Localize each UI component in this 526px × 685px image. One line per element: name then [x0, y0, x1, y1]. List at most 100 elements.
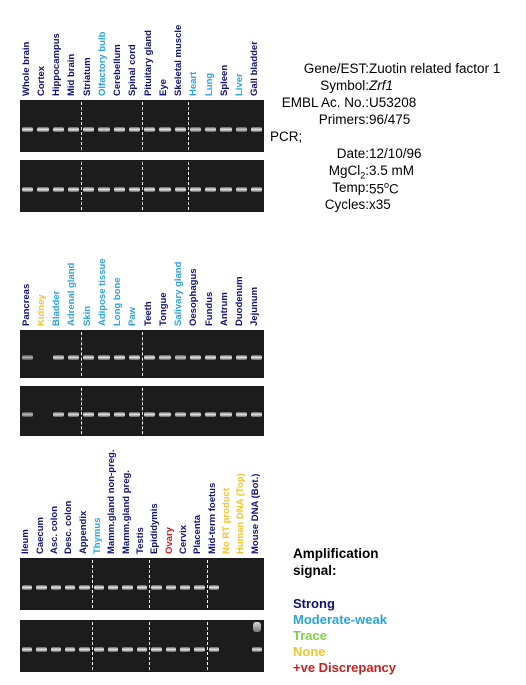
gel-band — [50, 585, 62, 591]
lane-label: Kidney — [35, 294, 47, 326]
gel-band — [208, 585, 219, 591]
gel-band — [159, 412, 171, 417]
gel-band — [174, 354, 186, 360]
gel-smear — [252, 622, 261, 632]
legend-title-line1: Amplification — [293, 546, 379, 561]
gel-band — [93, 647, 105, 653]
lane-label: Salivary gland — [173, 261, 185, 326]
lane-label: Eye — [157, 79, 169, 96]
lane-label: Skin — [81, 305, 93, 326]
lane-label: Ovary — [163, 527, 175, 554]
gel-band — [113, 412, 125, 417]
lane-label: Spinal cord — [127, 44, 139, 96]
gel-band — [220, 187, 232, 193]
lane-separator — [81, 160, 82, 212]
gel-band — [144, 412, 156, 417]
gel-band — [67, 354, 79, 360]
gel-band — [113, 354, 125, 360]
date-key: Date: — [336, 146, 369, 161]
gel-band — [108, 585, 119, 591]
lane-label: Desc. colon — [63, 500, 75, 554]
gel-band — [83, 127, 95, 133]
embl-key: EMBL Ac. No.: — [281, 95, 369, 110]
embl-value: U53208 — [369, 95, 417, 110]
lane-label: Mouse DNA (Bot.) — [249, 473, 261, 554]
gel-band — [205, 127, 217, 133]
gel-band — [136, 585, 148, 591]
lane-label: Asc. colon — [48, 505, 60, 554]
lane-label: Jejunum — [249, 286, 261, 326]
gel-band — [205, 187, 217, 193]
gel-band — [136, 647, 148, 653]
lane-label: Mid brain — [66, 53, 78, 96]
lane-separator — [142, 330, 143, 378]
gel-band — [50, 647, 62, 653]
gel-band — [174, 412, 186, 417]
lane-separator — [81, 386, 82, 436]
gel-band — [189, 127, 201, 133]
gel-band — [22, 585, 33, 591]
gel-band — [235, 127, 247, 133]
lane-label: Teeth — [142, 301, 154, 326]
gel-band — [79, 585, 90, 591]
lane-label: Caecum — [34, 517, 46, 554]
lane-label: Mamm.gland non-preg. — [106, 449, 118, 555]
gel-band — [37, 187, 49, 193]
gel-band — [22, 187, 34, 193]
gel-band — [144, 187, 156, 193]
lane-label: Cortex — [35, 65, 47, 96]
gene-value: Zuotin related factor 1 — [369, 61, 501, 76]
gel-band — [194, 585, 205, 591]
temp-key: Temp: — [332, 180, 369, 195]
symbol-value: Zrf1 — [369, 78, 394, 93]
gel-band — [128, 354, 140, 360]
date-value: 12/10/96 — [369, 146, 422, 161]
gel-band — [189, 412, 201, 417]
gene-key: Gene/EST: — [303, 61, 369, 76]
lane-label: Antrum — [218, 292, 230, 326]
lane-label: Human DNA (Top) — [235, 473, 247, 554]
gel-band — [113, 187, 125, 193]
lane-label: Cerebellum — [112, 44, 124, 96]
gel-band — [22, 412, 34, 417]
legend-strong: Strong — [293, 596, 335, 611]
gel-band — [65, 585, 76, 591]
gel-band — [220, 412, 232, 417]
gel-band — [83, 354, 95, 360]
gel-band — [189, 354, 201, 360]
gel-band — [67, 412, 79, 417]
gel-band — [52, 127, 64, 133]
gel-image-top — [20, 558, 264, 610]
lane-separator — [206, 620, 208, 672]
gel-band — [208, 647, 219, 653]
gel-band — [98, 412, 110, 417]
lane-label: Adipose tissue — [96, 258, 108, 326]
lane-label: Long bone — [112, 277, 124, 326]
lane-separator — [187, 160, 189, 212]
gel-band — [194, 647, 205, 653]
symbol-key: Symbol: — [320, 78, 369, 93]
lane-label: Pituitary gland — [142, 30, 154, 96]
gel-band — [174, 127, 186, 133]
lane-label: Mid-term foetus — [206, 482, 218, 554]
gel-band — [67, 127, 79, 133]
lane-label: Hippocampus — [51, 33, 63, 96]
lane-separator — [206, 558, 208, 610]
gel-band — [36, 647, 47, 653]
lane-label: Testis — [135, 527, 146, 554]
lane-label: Cervix — [178, 524, 190, 554]
lane-label: Oesophagus — [188, 268, 200, 326]
gel-band — [159, 127, 171, 133]
gel-band — [52, 354, 64, 360]
lane-label: Spleen — [218, 64, 230, 96]
gel-image-bottom — [20, 620, 264, 672]
lane-label: Placenta — [192, 514, 204, 554]
lane-separator — [142, 100, 143, 152]
gel-band — [128, 127, 140, 133]
temp-value: 55oC — [369, 180, 399, 197]
gel-band — [144, 354, 156, 360]
lane-label: Bladder — [51, 290, 63, 326]
lane-separator — [149, 558, 151, 610]
primers-value: 96/475 — [369, 112, 411, 127]
legend-title-line2: signal: — [293, 563, 337, 578]
